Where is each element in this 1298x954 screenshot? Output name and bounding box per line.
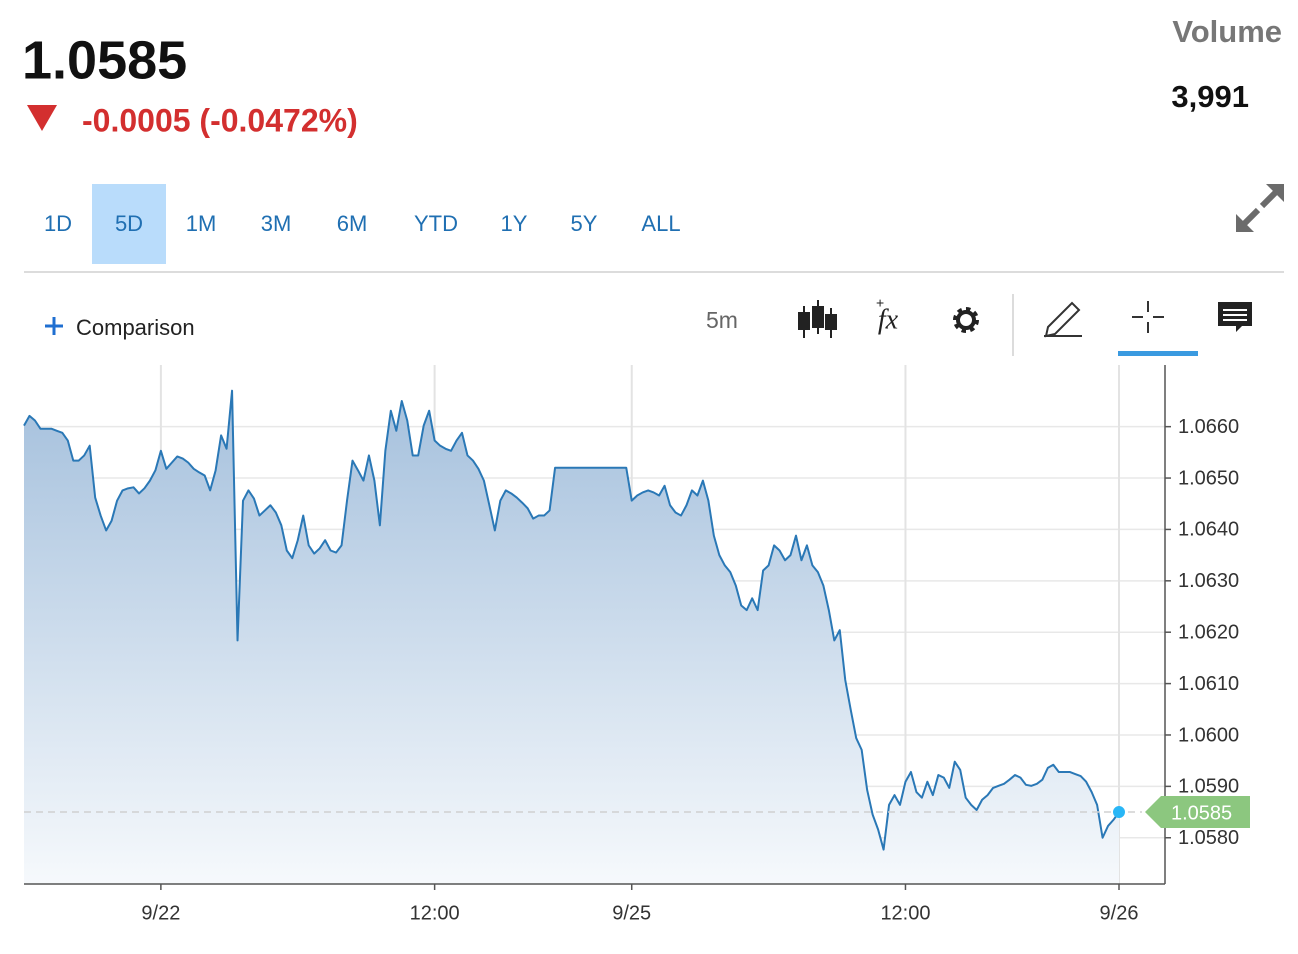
indicators-button[interactable]: + fx xyxy=(876,295,899,336)
y-tick-label: 1.0650 xyxy=(1178,467,1239,489)
y-tick-label: 1.0580 xyxy=(1178,827,1239,849)
function-icon: fx xyxy=(878,304,899,335)
y-tick-label: 1.0630 xyxy=(1178,570,1239,592)
price-line xyxy=(23,389,1120,851)
crosshair-button[interactable] xyxy=(1132,301,1164,333)
expand-button[interactable] xyxy=(1236,184,1284,232)
draw-button[interactable] xyxy=(1044,301,1082,338)
range-tab[interactable]: 5D xyxy=(115,211,143,236)
settings-button[interactable] xyxy=(953,307,979,333)
price-chart: 1.0580 1.0590 1.0600 1.0610 1.0620 1.0630 1.06… xyxy=(23,365,1250,924)
volume-label: Volume xyxy=(1172,14,1282,49)
last-value-label: 1.0585 xyxy=(1171,802,1232,824)
range-tab[interactable]: 1Y xyxy=(501,211,528,236)
volume-value: 3,991 xyxy=(1171,79,1249,114)
x-tick-label: 9/22 xyxy=(141,902,180,924)
range-tabs: 1D 5D 1M 3M 6M YTD 1Y 5Y ALL xyxy=(44,184,681,264)
range-tab[interactable]: ALL xyxy=(641,211,680,236)
range-tab[interactable]: 6M xyxy=(337,211,368,236)
plus-mark: + xyxy=(876,295,884,311)
chart-type-button[interactable] xyxy=(798,300,837,338)
interval-button[interactable]: 5m xyxy=(706,307,738,333)
y-tick-label: 1.0660 xyxy=(1178,416,1239,438)
y-tick-label: 1.0590 xyxy=(1178,776,1239,798)
range-tab[interactable]: 1D xyxy=(44,211,72,236)
comment-button[interactable] xyxy=(1218,302,1252,332)
x-tick-label: 9/25 xyxy=(612,902,651,924)
range-tab[interactable]: 5Y xyxy=(571,211,598,236)
x-tick-label: 9/26 xyxy=(1100,902,1139,924)
price: 1.0585 xyxy=(22,30,187,90)
range-tab[interactable]: 3M xyxy=(261,211,292,236)
x-tick-label: 12:00 xyxy=(880,902,930,924)
range-tab[interactable]: 1M xyxy=(186,211,217,236)
last-value-flag xyxy=(1145,796,1250,829)
y-tick-label: 1.0610 xyxy=(1178,673,1239,695)
y-tick-label: 1.0620 xyxy=(1178,621,1239,643)
area xyxy=(24,390,1119,884)
active-tool-indicator xyxy=(1118,351,1198,356)
down-arrow xyxy=(27,105,57,131)
price-change: -0.0005 (-0.0472%) xyxy=(82,102,358,138)
selected-tab-bg xyxy=(92,184,166,264)
y-tick-label: 1.0600 xyxy=(1178,724,1239,746)
comparison-button[interactable]: Comparison xyxy=(45,315,195,340)
comparison-label: Comparison xyxy=(76,315,195,340)
range-tab[interactable]: YTD xyxy=(414,211,458,236)
x-tick-label: 12:00 xyxy=(410,902,460,924)
last-point xyxy=(1113,806,1125,819)
y-tick-label: 1.0640 xyxy=(1178,519,1239,541)
